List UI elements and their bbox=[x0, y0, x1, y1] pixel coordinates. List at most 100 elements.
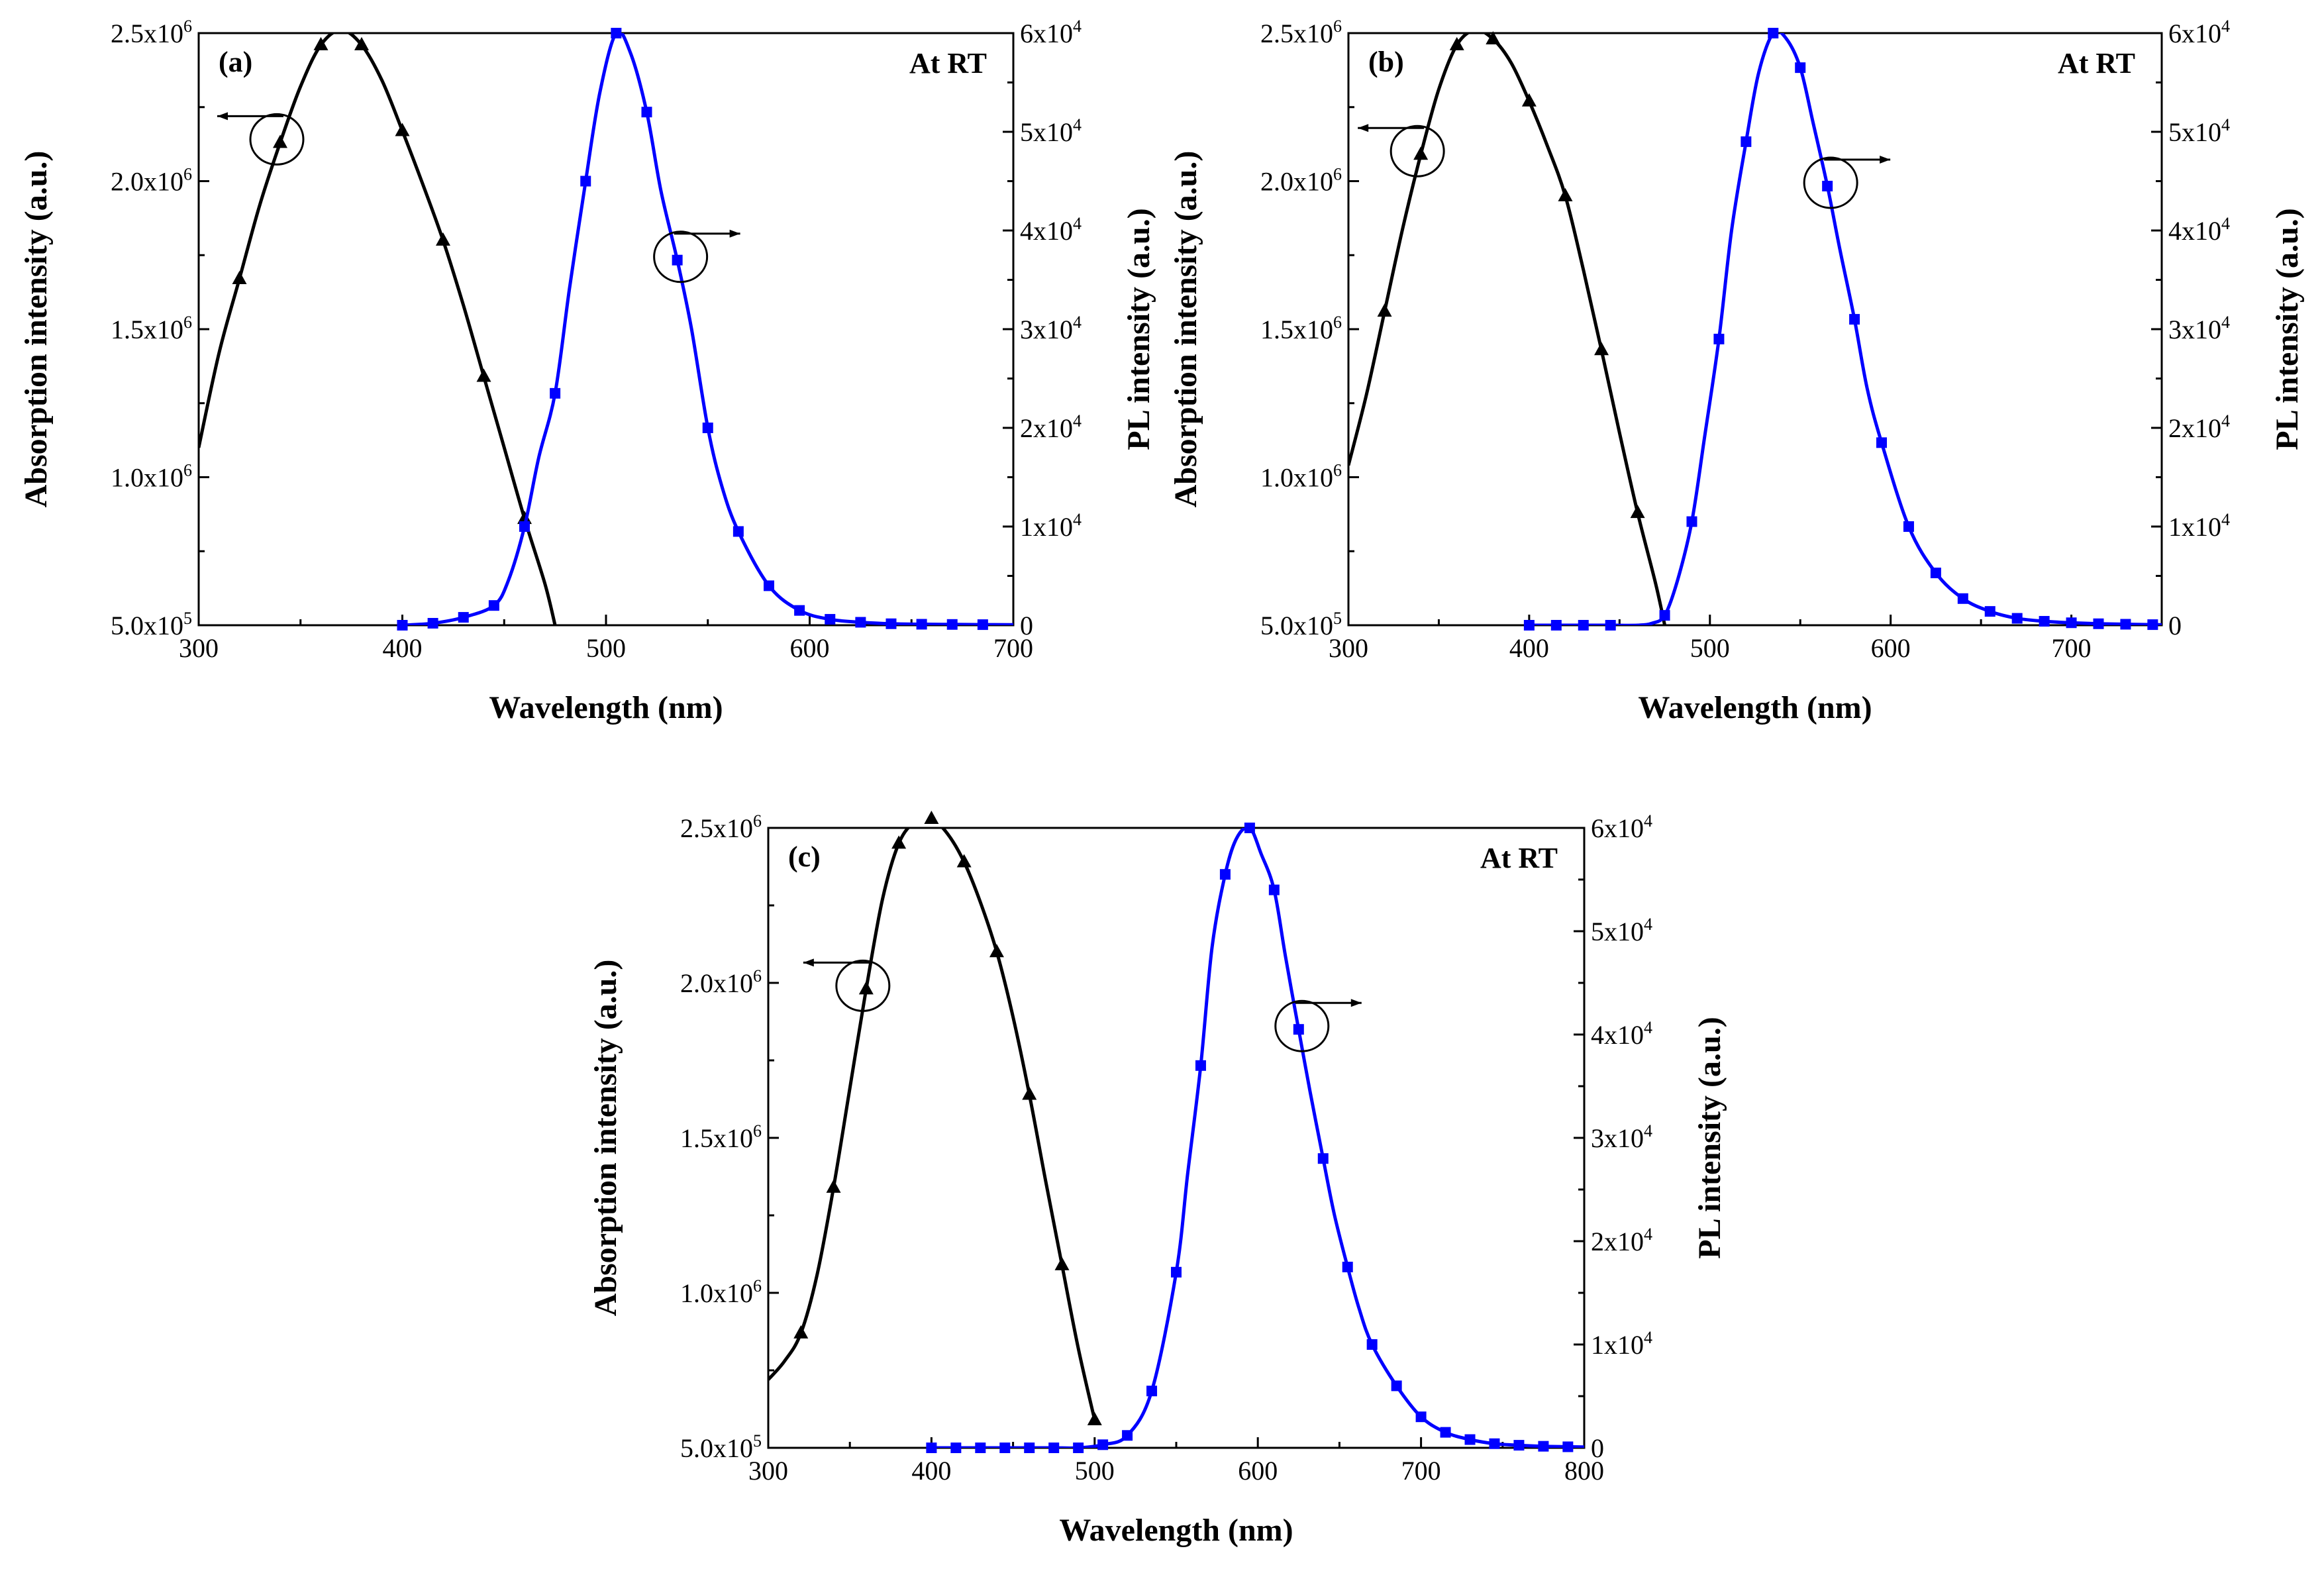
plot-frame bbox=[197, 32, 1015, 627]
pl-marker bbox=[1768, 28, 1779, 38]
pl-marker bbox=[999, 1443, 1011, 1453]
y-left-tick-label: 1.0x106 bbox=[1260, 461, 1342, 493]
absorption-marker bbox=[793, 1325, 809, 1339]
y-left-tick-label-exponent: 6 bbox=[1333, 17, 1342, 36]
y-left-tick-label-mantissa: 2.0x10 bbox=[1260, 167, 1333, 197]
absorption-series bbox=[1348, 30, 1667, 625]
absorption-marker bbox=[1630, 505, 1645, 519]
y-right-tick-label-mantissa: 6x10 bbox=[1020, 19, 1073, 48]
pl-marker bbox=[641, 107, 652, 118]
pl-marker bbox=[1578, 620, 1589, 631]
pl-marker bbox=[2011, 613, 2023, 624]
y-right-tick-label-exponent: 4 bbox=[2221, 411, 2230, 431]
pl-marker bbox=[1415, 1411, 1427, 1423]
x-axis-title: Wavelength (nm) bbox=[489, 690, 723, 725]
pl-marker bbox=[1268, 884, 1280, 895]
y-right-tick-label: 0 bbox=[2168, 611, 2182, 640]
pl-marker bbox=[1097, 1439, 1109, 1450]
x-tick-label: 400 bbox=[383, 633, 423, 663]
y-left-axis-title: Absorption intensity (a.u.) bbox=[19, 151, 54, 508]
y-right-tick-label: 1x104 bbox=[2168, 510, 2230, 542]
absorption-marker bbox=[395, 123, 410, 136]
absorption-marker bbox=[826, 1179, 841, 1193]
pl-marker bbox=[1440, 1427, 1451, 1438]
y-right-tick-label-mantissa: 3x10 bbox=[1591, 1123, 1644, 1153]
x-axis-ticks: 300 400 500 600 700 bbox=[179, 615, 1033, 663]
y-left-tick-label-mantissa: 1.0x10 bbox=[1260, 463, 1333, 493]
indicator-circle bbox=[1389, 125, 1445, 178]
absorption-marker bbox=[1594, 342, 1609, 356]
y-right-tick-label: 4x104 bbox=[1591, 1018, 1652, 1050]
y-right-tick-label: 6x104 bbox=[2168, 17, 2230, 48]
y-right-tick-label-mantissa: 6x10 bbox=[1591, 813, 1644, 843]
right-axis-indicator bbox=[1274, 999, 1362, 1052]
y-right-tick-label-exponent: 4 bbox=[2221, 313, 2230, 332]
pl-marker bbox=[1073, 1443, 1084, 1453]
y-right-tick-label-exponent: 4 bbox=[2221, 214, 2230, 233]
x-tick-label: 700 bbox=[993, 633, 1033, 663]
y-left-tick-label: 2.0x106 bbox=[1260, 165, 1342, 197]
y-right-axis-title: PL intensity (a.u.) bbox=[2270, 208, 2305, 450]
pl-marker bbox=[733, 526, 744, 537]
absorption-marker bbox=[1022, 1086, 1037, 1100]
y-left-axis-title: Absorption intensity (a.u.) bbox=[1168, 151, 1203, 508]
pl-marker bbox=[1122, 1430, 1133, 1441]
absorption-marker bbox=[1558, 187, 1573, 201]
left-axis-indicator bbox=[803, 958, 891, 1012]
y-left-tick-label: 5.0x105 bbox=[680, 1431, 762, 1463]
y-right-tick-label-exponent: 4 bbox=[1644, 1225, 1652, 1244]
x-tick-label: 800 bbox=[1564, 1456, 1604, 1486]
y-right-tick-label-mantissa: 2x10 bbox=[1591, 1227, 1644, 1256]
y-right-tick-label-mantissa: 4x10 bbox=[1591, 1020, 1644, 1050]
pl-marker bbox=[580, 176, 591, 187]
y-left-tick-label: 5.0x105 bbox=[1260, 609, 1342, 640]
pl-line bbox=[931, 828, 1584, 1448]
y-right-tick-label: 6x104 bbox=[1591, 811, 1652, 843]
panel-b: 300 400 500 600 7005.0x1051.0x1061.5x1062.0x… bbox=[1168, 17, 2305, 725]
pl-marker bbox=[397, 620, 408, 631]
y-left-axis-title: Absorption intensity (a.u.) bbox=[588, 960, 623, 1317]
x-tick-label: 500 bbox=[586, 633, 626, 663]
pl-marker bbox=[1513, 1440, 1525, 1451]
pl-marker bbox=[1219, 869, 1231, 880]
y-left-tick-label-exponent: 6 bbox=[753, 1121, 762, 1141]
pl-marker bbox=[1464, 1434, 1476, 1445]
pl-marker bbox=[885, 618, 897, 629]
x-tick-label: 600 bbox=[1871, 633, 1911, 663]
absorption-marker bbox=[1054, 1256, 1070, 1270]
y-left-tick-label-mantissa: 2.5x10 bbox=[680, 813, 753, 843]
y-right-tick-label-exponent: 4 bbox=[2221, 17, 2230, 36]
y-right-tick-label: 2x104 bbox=[2168, 411, 2230, 443]
y-left-tick-label-mantissa: 2.0x10 bbox=[680, 968, 753, 998]
y-right-tick-label: 1x104 bbox=[1020, 510, 1082, 542]
y-left-tick-label: 5.0x105 bbox=[111, 609, 192, 640]
pl-marker bbox=[672, 254, 683, 266]
pl-marker bbox=[1024, 1443, 1035, 1453]
y-right-tick-label-mantissa: 3x10 bbox=[1020, 315, 1073, 344]
x-axis-ticks: 300 400 500 600 700 bbox=[1329, 615, 2163, 663]
x-tick-label: 400 bbox=[1509, 633, 1549, 663]
pl-marker bbox=[2093, 618, 2104, 629]
pl-marker bbox=[1903, 521, 1914, 532]
absorption-marker bbox=[436, 232, 450, 246]
y-left-tick-label-mantissa: 2.5x10 bbox=[1260, 19, 1333, 48]
absorption-marker bbox=[891, 835, 907, 849]
y-right-tick-label-mantissa: 5x10 bbox=[2168, 117, 2221, 147]
indicator-circle bbox=[249, 113, 305, 166]
pl-marker bbox=[1048, 1443, 1060, 1453]
y-left-tick-label: 2.0x106 bbox=[111, 165, 192, 197]
y-left-tick-label-exponent: 6 bbox=[1333, 461, 1342, 480]
plot-frame bbox=[1347, 32, 2163, 627]
absorption-marker bbox=[476, 368, 491, 382]
pl-marker bbox=[1366, 1339, 1378, 1350]
y-right-tick-label: 5x104 bbox=[1591, 915, 1652, 946]
pl-series bbox=[1523, 28, 2162, 631]
y-left-tick-label: 1.5x106 bbox=[1260, 313, 1342, 344]
y-right-tick-label: 3x104 bbox=[1591, 1121, 1652, 1153]
pl-marker bbox=[427, 618, 438, 629]
indicator-arrow-head bbox=[1358, 124, 1369, 132]
absorption-marker bbox=[956, 854, 972, 868]
y-right-tick-label-mantissa: 1x10 bbox=[1591, 1330, 1644, 1360]
